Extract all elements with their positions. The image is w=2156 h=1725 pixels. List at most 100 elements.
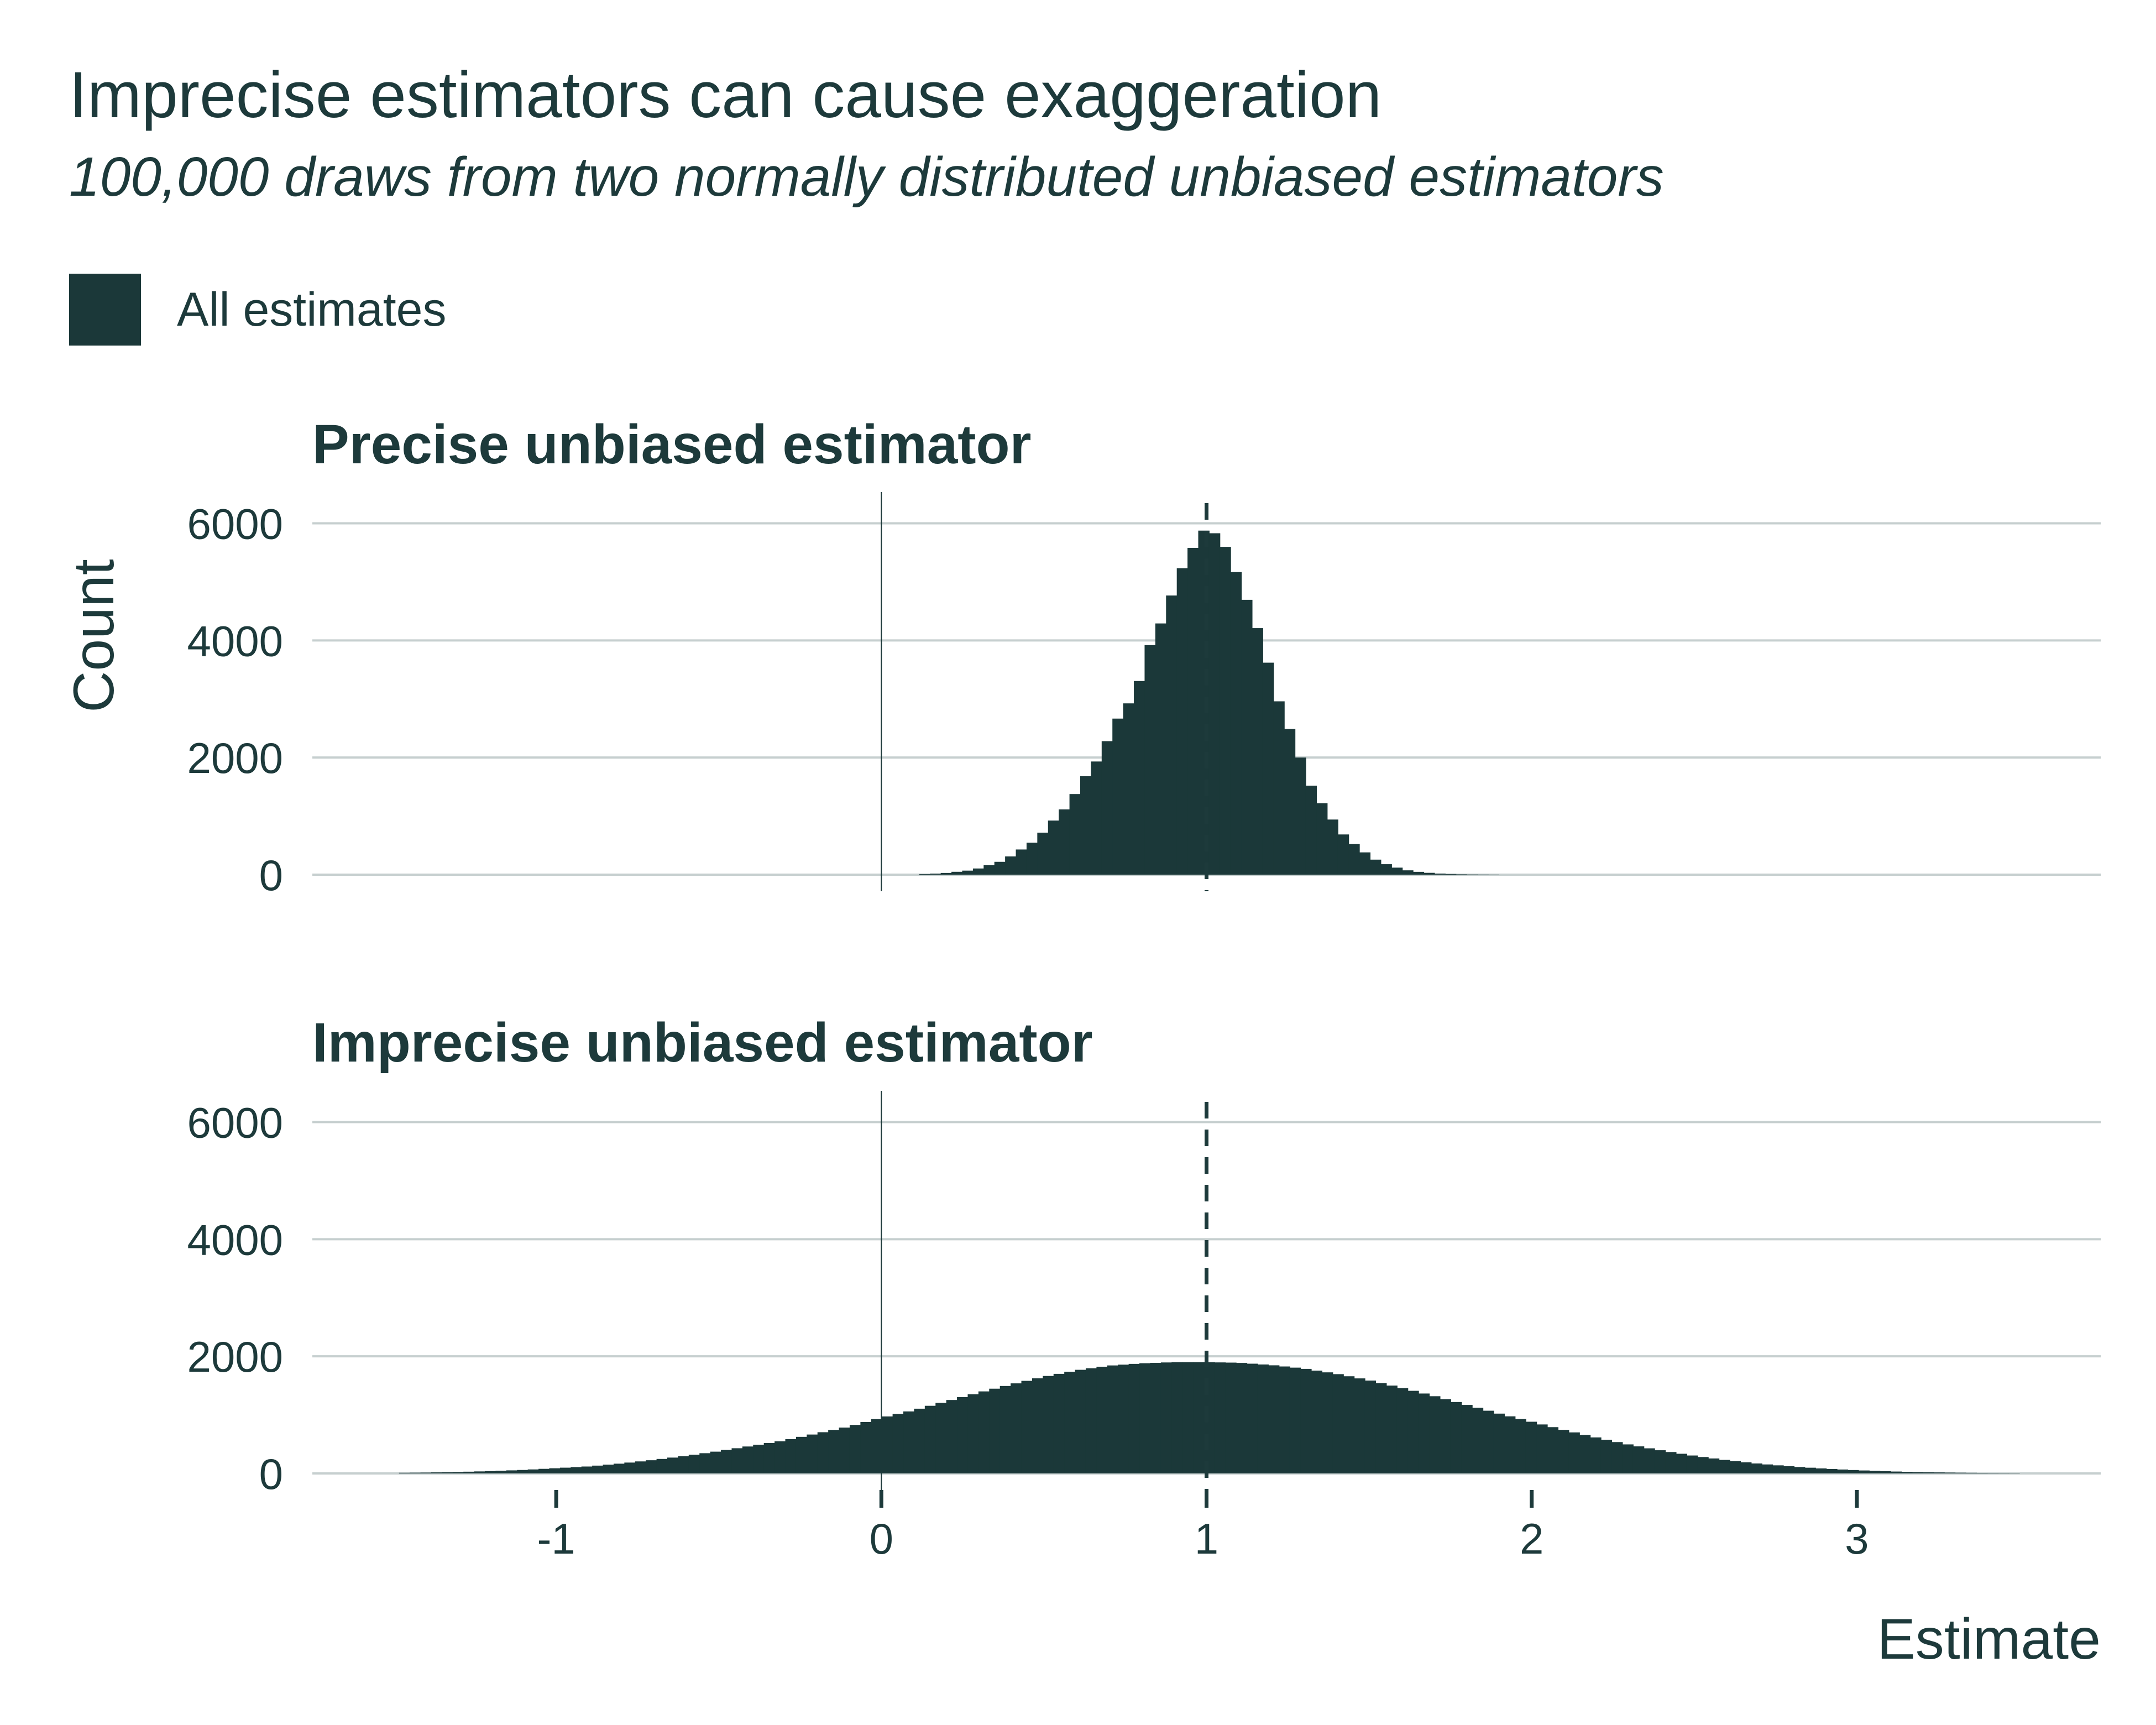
histogram-bar — [1440, 1399, 1451, 1473]
histogram-bar — [1289, 1367, 1301, 1473]
histogram-bar — [1815, 1468, 1827, 1473]
histogram-bar — [1236, 1363, 1248, 1473]
histogram-bar — [506, 1470, 518, 1473]
histogram-bar — [775, 1441, 786, 1473]
histogram-bar — [1268, 1365, 1280, 1473]
histogram-bar — [1429, 1396, 1441, 1473]
histogram-bar — [753, 1445, 765, 1473]
histogram-bar — [1048, 820, 1060, 875]
histogram-bar — [613, 1463, 625, 1473]
y-tick-label: 2000 — [187, 734, 283, 782]
histogram-bar — [839, 1428, 850, 1473]
histogram-bar — [1836, 1469, 1849, 1473]
histogram-bar — [1208, 533, 1221, 875]
legend-swatch — [69, 274, 141, 346]
histogram-bar — [849, 1425, 861, 1473]
histogram-bar — [1375, 1383, 1387, 1473]
y-tick-label: 2000 — [187, 1332, 283, 1381]
x-tick-label: 1 — [1195, 1514, 1218, 1563]
histogram-bar — [1568, 1432, 1580, 1473]
histogram-bar — [1558, 1430, 1569, 1473]
x-axis-label: Estimate — [1877, 1607, 2101, 1671]
histogram-bar — [646, 1460, 657, 1473]
y-tick-label: 0 — [259, 851, 283, 900]
histogram-bar — [1032, 1378, 1044, 1473]
histogram-bar — [1418, 1393, 1430, 1473]
histogram-bar — [1772, 1465, 1784, 1473]
histogram-bar — [983, 865, 995, 875]
histogram-bar — [1316, 803, 1328, 875]
histogram-bar — [1011, 1383, 1022, 1473]
histogram-bar — [1611, 1442, 1623, 1473]
histogram-bar — [1193, 1362, 1205, 1473]
y-tick-label: 4000 — [187, 616, 283, 665]
histogram-bar — [1676, 1454, 1687, 1473]
legend-label: All estimates — [177, 283, 447, 336]
histogram-bar — [1171, 1362, 1183, 1473]
histogram-bar — [1107, 1365, 1119, 1473]
histogram-bar — [1536, 1424, 1548, 1473]
histogram-bar — [972, 868, 985, 875]
histogram-bar — [1515, 1419, 1526, 1473]
histogram-bar — [999, 1386, 1012, 1473]
histogram-bar — [1075, 1369, 1086, 1473]
histogram-bar — [1407, 1391, 1419, 1473]
histogram-bar — [1590, 1437, 1602, 1473]
histogram-bar — [1064, 1372, 1076, 1473]
histogram-bar — [452, 1472, 464, 1473]
y-tick-label: 6000 — [187, 499, 283, 548]
panel-title: Precise unbiased estimator — [312, 414, 1032, 475]
histogram-bar — [967, 1394, 979, 1473]
histogram-bar — [1155, 623, 1167, 875]
histogram-bar — [1332, 1374, 1344, 1473]
histogram-bar — [1547, 1427, 1559, 1473]
histogram-bar — [1214, 1362, 1226, 1473]
histogram-bar — [1912, 1472, 1923, 1473]
histogram-bar — [1450, 1402, 1462, 1473]
histogram-bar — [1719, 1460, 1730, 1473]
histogram-bar — [1160, 1362, 1173, 1473]
histogram-bar — [1123, 703, 1135, 875]
histogram-bar — [1364, 1381, 1377, 1473]
histogram-bar — [1247, 1363, 1258, 1473]
histogram-bar — [1804, 1467, 1816, 1473]
histogram-bar — [989, 1388, 1001, 1473]
histogram-bar — [420, 1472, 432, 1473]
histogram-bar — [1525, 1421, 1537, 1473]
histogram-bar — [1697, 1457, 1709, 1473]
histogram-bar — [1622, 1444, 1634, 1473]
histogram-bar — [1300, 1368, 1312, 1473]
histogram-bar — [463, 1471, 475, 1473]
histogram-bar — [603, 1465, 614, 1473]
histogram-bar — [940, 872, 953, 875]
histogram-bar — [1434, 874, 1446, 875]
histogram-bar — [1354, 1378, 1365, 1473]
histogram-bar — [1005, 856, 1017, 875]
histogram-bar — [1059, 809, 1070, 875]
histogram-bar — [1880, 1471, 1891, 1473]
y-axis-label: Count — [62, 559, 126, 713]
histogram-bar — [431, 1472, 443, 1473]
histogram-bar — [1182, 1362, 1194, 1473]
histogram-bar — [924, 1405, 936, 1473]
histogram-bar — [892, 1414, 904, 1473]
histogram-bar — [1348, 844, 1360, 875]
histogram-bar — [1337, 834, 1349, 875]
histogram-bar — [592, 1465, 604, 1473]
histogram-bar — [1858, 1470, 1870, 1473]
chart-title: Imprecise estimators can cause exaggerat… — [69, 59, 1382, 132]
histogram-bar — [1445, 874, 1457, 875]
histogram-bar — [817, 1432, 829, 1473]
histogram-bar — [1359, 852, 1371, 875]
histogram-bar — [1021, 1381, 1033, 1473]
histogram-bar — [1037, 833, 1049, 875]
histogram-bar — [549, 1468, 561, 1473]
histogram-bar — [1166, 595, 1178, 875]
histogram-bar — [699, 1453, 711, 1473]
histogram-bar — [1794, 1467, 1806, 1473]
histogram-bar — [914, 1408, 925, 1473]
histogram-bar — [1096, 1366, 1108, 1473]
histogram-bar — [930, 874, 941, 875]
histogram-bar — [1686, 1455, 1698, 1473]
histogram-bar — [678, 1456, 689, 1473]
